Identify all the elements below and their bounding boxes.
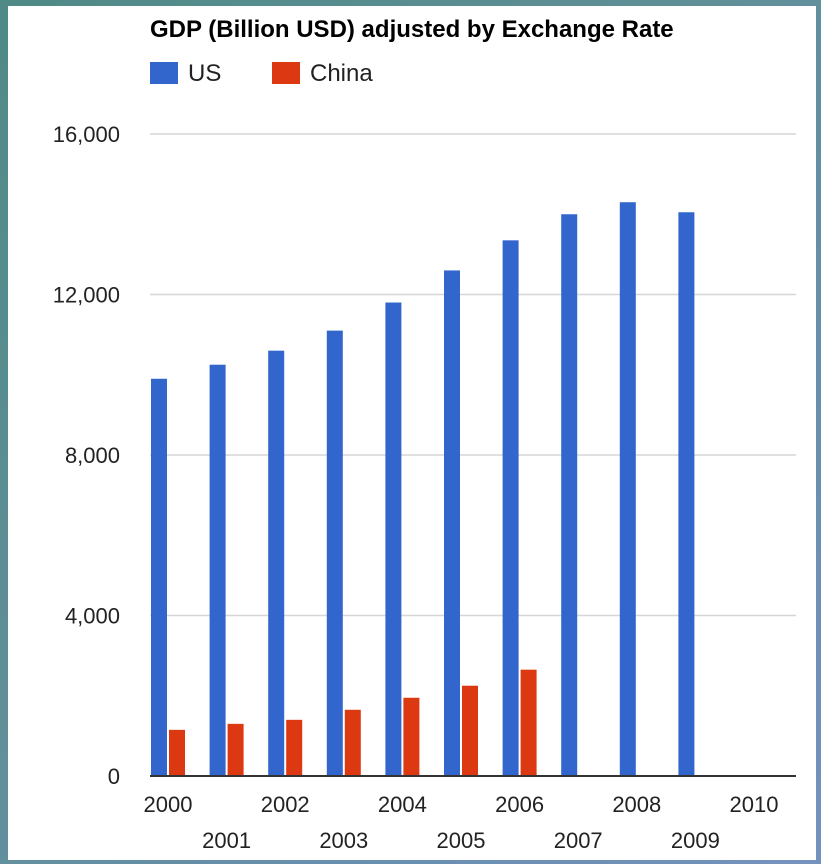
x-tick-label: 2006 bbox=[495, 792, 544, 817]
bar-us-2005 bbox=[444, 270, 460, 776]
x-tick-labels: 2000 2001 2002 2003 2004 2005 2006 2007 2008 2009… bbox=[144, 792, 779, 853]
bar-china-2001 bbox=[227, 723, 244, 776]
bar-us-2003 bbox=[326, 330, 343, 776]
gridlines bbox=[150, 133, 796, 617]
y-tick-label: 4,000 bbox=[65, 604, 120, 629]
x-tick-label: 2002 bbox=[261, 792, 310, 817]
legend: US China bbox=[150, 60, 373, 87]
legend-swatch-us bbox=[150, 62, 178, 84]
bar-china-2006 bbox=[520, 669, 537, 776]
chart-panel: GDP (Billion USD) adjusted by Exchange R… bbox=[8, 6, 816, 860]
bar-us-2001 bbox=[209, 364, 226, 776]
bar-us-2009 bbox=[678, 212, 695, 776]
chart-title: GDP (Billion USD) adjusted by Exchange R… bbox=[150, 16, 674, 43]
x-tick-label: 2008 bbox=[612, 792, 661, 817]
y-tick-label: 8,000 bbox=[65, 443, 120, 468]
bars bbox=[151, 202, 695, 777]
bar-us-2000 bbox=[151, 378, 167, 776]
bar-us-2006 bbox=[502, 240, 519, 777]
y-tick-labels: 0 4,000 8,000 12,000 16,000 bbox=[53, 122, 120, 789]
x-tick-label: 2009 bbox=[671, 828, 720, 853]
legend-label-china: China bbox=[310, 60, 373, 87]
y-tick-label: 0 bbox=[108, 764, 120, 789]
bar-china-2000 bbox=[169, 729, 185, 776]
bar-us-2007 bbox=[561, 214, 578, 776]
x-tick-label: 2001 bbox=[202, 828, 251, 853]
legend-swatch-china bbox=[272, 62, 300, 84]
bar-china-2005 bbox=[462, 685, 478, 776]
x-tick-label: 2004 bbox=[378, 792, 427, 817]
gdp-bar-chart: GDP (Billion USD) adjusted by Exchange R… bbox=[53, 16, 796, 853]
bar-us-2008 bbox=[619, 202, 636, 776]
bar-us-2002 bbox=[268, 350, 285, 776]
x-tick-label: 2003 bbox=[319, 828, 368, 853]
y-tick-label: 12,000 bbox=[53, 283, 120, 308]
bar-china-2002 bbox=[286, 719, 303, 776]
legend-label-us: US bbox=[188, 60, 221, 87]
x-tick-label: 2000 bbox=[144, 792, 193, 817]
x-tick-label: 2010 bbox=[730, 792, 779, 817]
bar-china-2004 bbox=[403, 697, 420, 776]
bar-us-2004 bbox=[385, 302, 402, 776]
x-tick-label: 2005 bbox=[437, 828, 486, 853]
bar-china-2003 bbox=[344, 709, 361, 776]
x-tick-label: 2007 bbox=[554, 828, 603, 853]
y-tick-label: 16,000 bbox=[53, 122, 120, 147]
